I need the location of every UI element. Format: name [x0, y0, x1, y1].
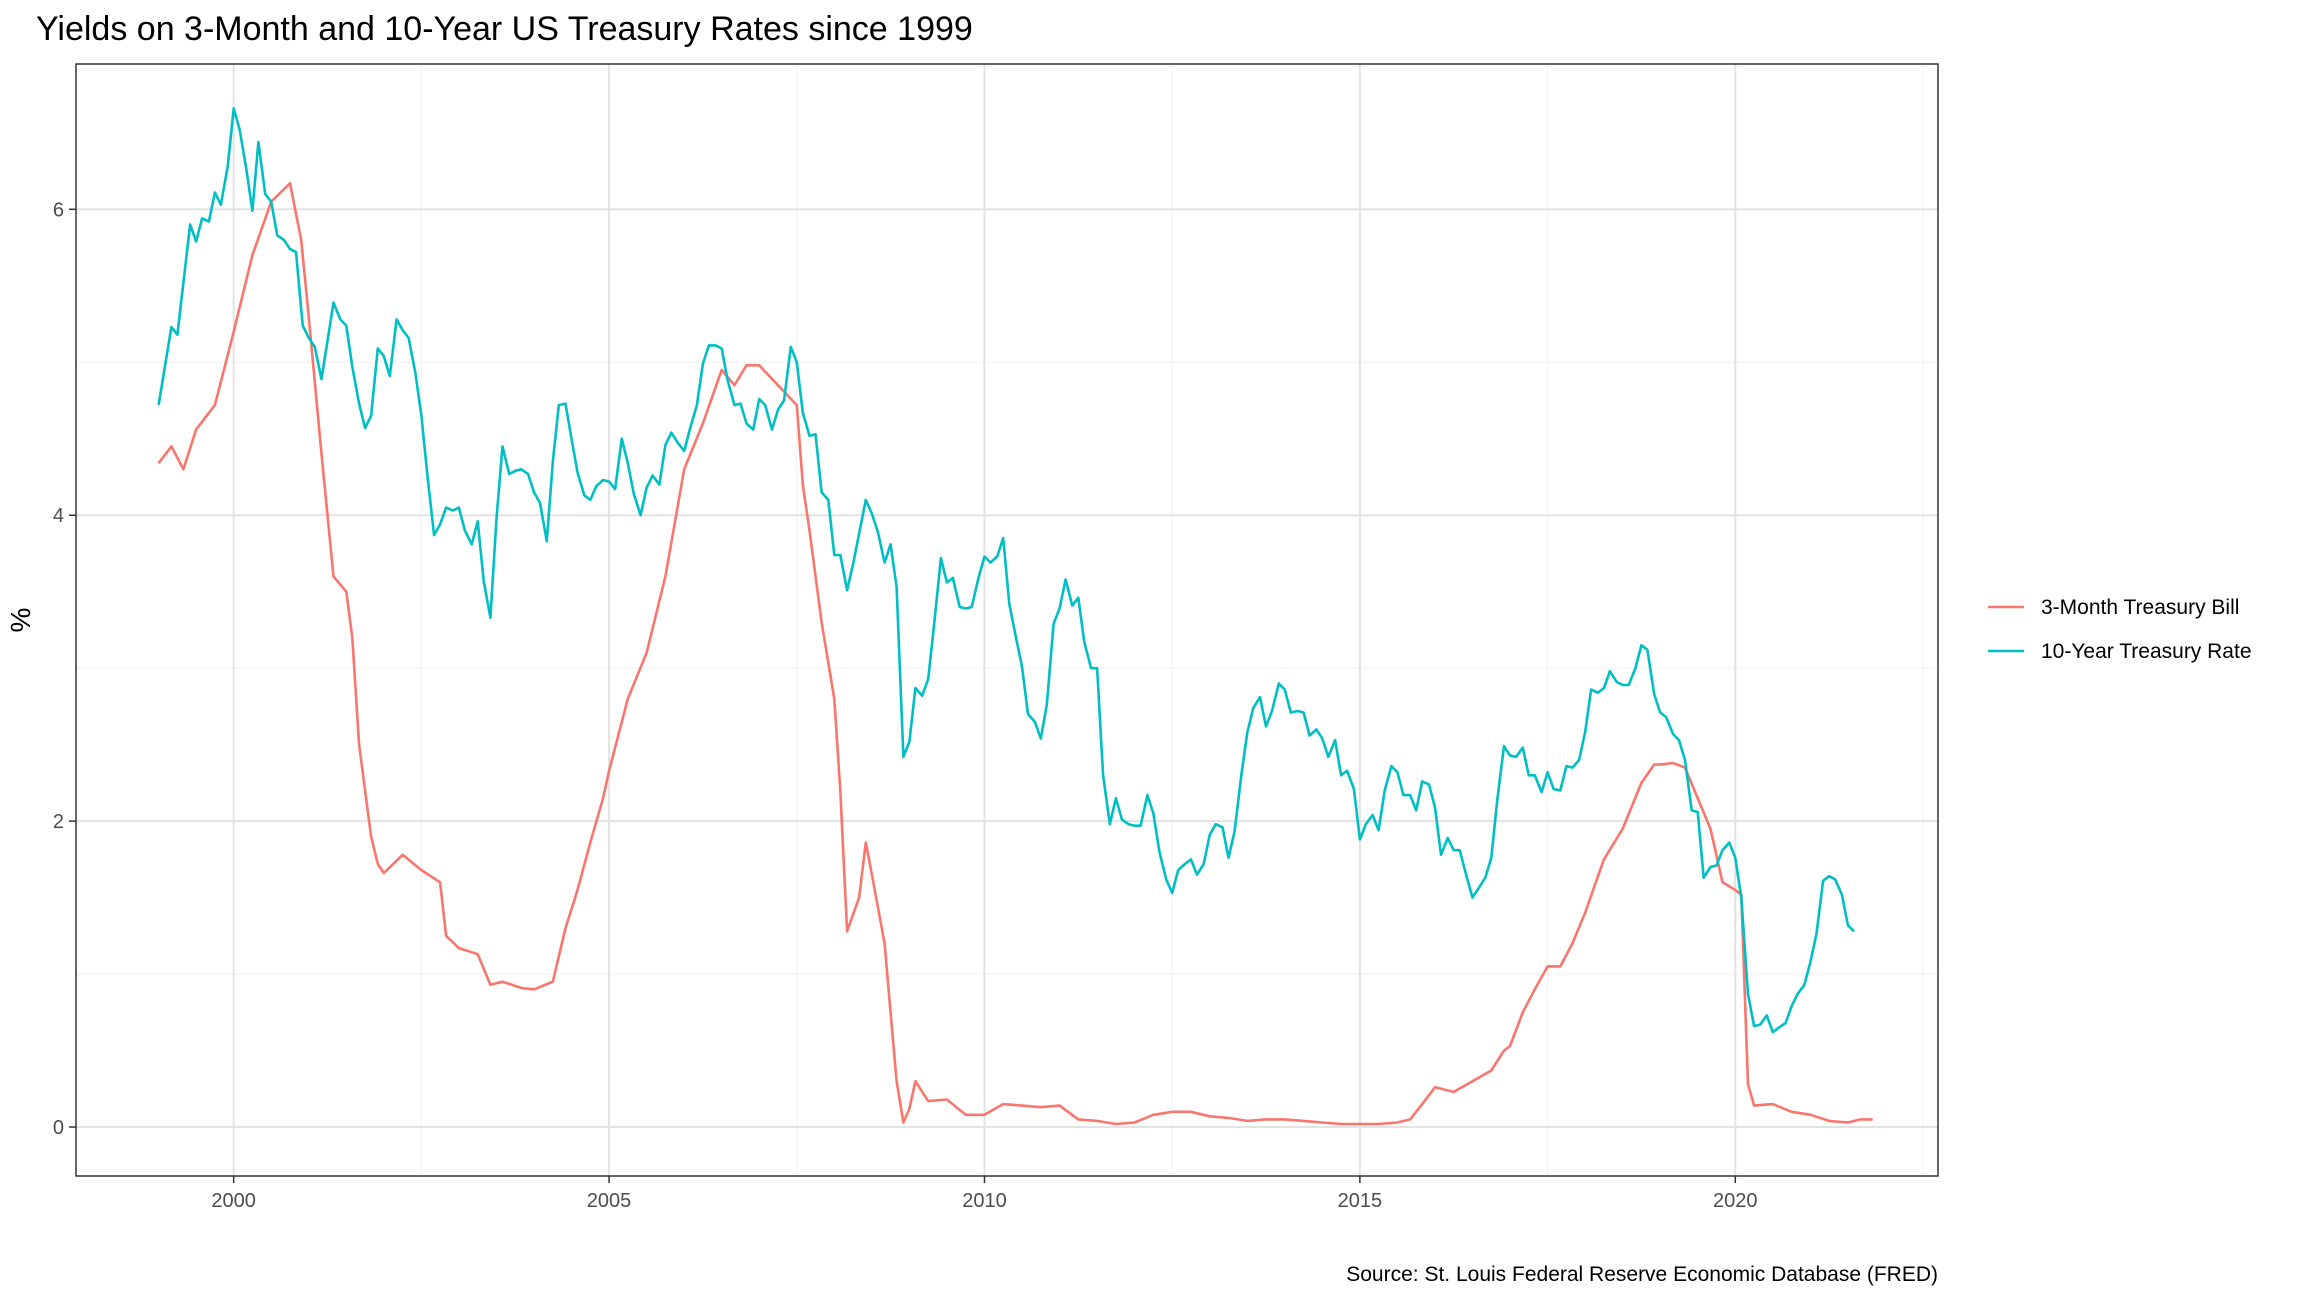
y-tick-label: 2 — [53, 811, 64, 833]
x-tick-label: 2005 — [587, 1190, 632, 1212]
x-tick-label: 2015 — [1338, 1190, 1383, 1212]
y-axis: 0 2 4 6 — [53, 199, 76, 1139]
series-line-3-month-treasury-bill — [157, 182, 1873, 1126]
legend-label: 10-Year Treasury Rate — [2041, 640, 2252, 663]
y-tick-label: 4 — [53, 505, 64, 527]
x-tick-label: 2000 — [211, 1190, 256, 1212]
y-tick-label: 0 — [53, 1117, 64, 1139]
legend: 3-Month Treasury Bill 10-Year Treasury Ra… — [1988, 596, 2252, 663]
chart-title: Yields on 3-Month and 10-Year US Treasur… — [36, 10, 973, 48]
source-caption: Source: St. Louis Federal Reserve Econom… — [1346, 1263, 1938, 1286]
series-lines — [157, 107, 1873, 1126]
x-tick-label: 2020 — [1713, 1190, 1758, 1212]
series-line-10-year-treasury-rate — [157, 107, 1855, 1034]
x-tick-label: 2010 — [962, 1190, 1007, 1212]
major-gridlines — [76, 64, 1938, 1176]
y-axis-title: % — [5, 608, 36, 633]
y-tick-label: 6 — [53, 199, 64, 221]
minor-gridlines — [76, 64, 1938, 1176]
plot-panel-border — [75, 63, 1939, 1177]
legend-label: 3-Month Treasury Bill — [2041, 596, 2239, 619]
x-axis: 2000 2005 2010 2015 2020 — [211, 1176, 1758, 1212]
